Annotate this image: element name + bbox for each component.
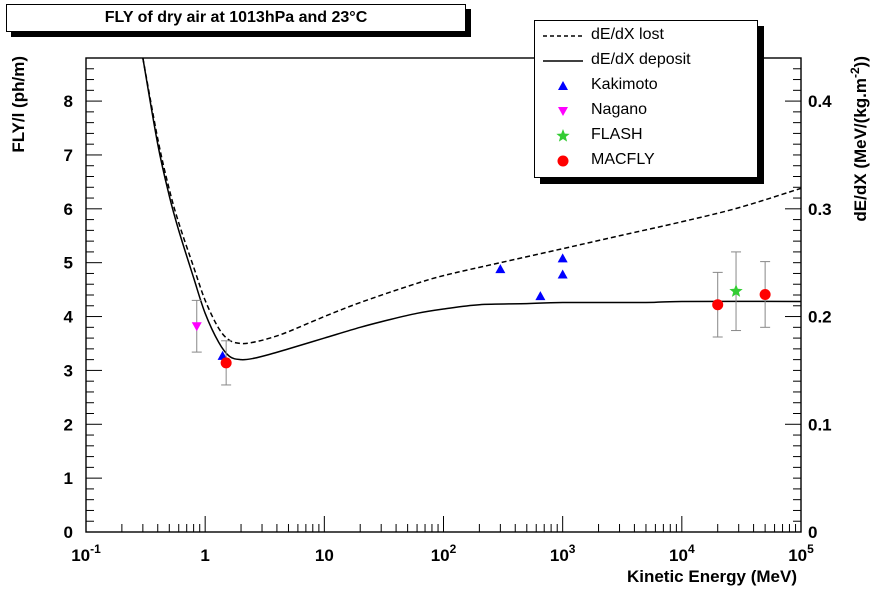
- y-tick-label: 3: [64, 361, 73, 380]
- legend-triangle-down-icon: [558, 107, 568, 116]
- legend-label-deposit: dE/dX deposit: [591, 51, 691, 68]
- legend-solid-line-icon: [543, 60, 583, 62]
- x-tick-label: 103: [550, 542, 576, 565]
- legend-dashed-line-icon: [543, 35, 583, 37]
- x-tick-label: 1: [200, 546, 209, 565]
- x-tick-label: 105: [788, 542, 814, 565]
- markers-layer: [191, 251, 771, 386]
- legend-entry-macfly: MACFLY: [535, 150, 757, 172]
- legend-label-macfly: MACFLY: [591, 151, 655, 168]
- legend-entry-lost: dE/dX lost: [535, 25, 757, 47]
- y-tick-label: 0: [64, 523, 73, 542]
- data-point-flash: [729, 284, 743, 297]
- legend-circle-icon: [557, 155, 569, 167]
- legend-triangle-up-icon: [558, 81, 568, 90]
- legend-entry-kakimoto: Kakimoto: [535, 75, 757, 97]
- chart-title: FLY of dry air at 1013hPa and 23°C: [104, 9, 368, 26]
- x-tick-label: 104: [669, 542, 695, 565]
- y2-tick-label: 0.4: [808, 92, 832, 111]
- legend-entry-deposit: dE/dX deposit: [535, 50, 757, 72]
- series-line-lost: [142, 58, 801, 345]
- legend-star-icon: [556, 129, 570, 142]
- y2-tick-label: 0.2: [808, 308, 832, 327]
- data-point-macfly: [220, 357, 232, 369]
- data-point-macfly: [712, 299, 724, 311]
- data-point-kakimoto: [535, 291, 546, 301]
- data-point-macfly: [759, 288, 771, 300]
- data-point-kakimoto: [557, 269, 568, 279]
- legend: dE/dX lost dE/dX deposit Kakimoto Nagano…: [534, 20, 758, 178]
- y2-axis-label: dE/dX (MeV/(kg.m-2)): [848, 56, 870, 222]
- y-tick-label: 4: [64, 308, 74, 327]
- legend-entry-nagano: Nagano: [535, 100, 757, 122]
- y-tick-label: 6: [64, 200, 73, 219]
- y2-tick-label: 0: [808, 523, 817, 542]
- y2-tick-label: 0.3: [808, 200, 832, 219]
- x-tick-label: 10: [315, 546, 334, 565]
- data-point-nagano: [191, 322, 202, 332]
- legend-entry-flash: FLASH: [535, 125, 757, 147]
- legend-label-kakimoto: Kakimoto: [591, 76, 658, 93]
- legend-label-flash: FLASH: [591, 126, 643, 143]
- data-point-kakimoto: [495, 264, 506, 274]
- chart-title-box: FLY of dry air at 1013hPa and 23°C: [6, 4, 466, 32]
- x-axis-label: Kinetic Energy (MeV): [627, 567, 797, 586]
- legend-label-nagano: Nagano: [591, 101, 648, 118]
- legend-label-lost: dE/dX lost: [591, 26, 664, 43]
- series-line-deposit: [142, 58, 801, 361]
- curves-layer: [142, 58, 801, 361]
- axes-layer: 10-1 1 10 102 103 104 10501234567800.10.20.30.…: [9, 56, 870, 586]
- y-tick-label: 5: [64, 254, 73, 273]
- data-point-kakimoto: [557, 253, 568, 263]
- x-tick-label: 102: [431, 542, 457, 565]
- y-axis-label: FLY/l (ph/m): [9, 56, 28, 153]
- y-tick-label: 1: [64, 469, 73, 488]
- y2-tick-label: 0.1: [808, 415, 832, 434]
- y-tick-label: 2: [64, 415, 73, 434]
- y-tick-label: 8: [64, 92, 73, 111]
- x-tick-label: 10-1: [71, 542, 101, 565]
- y-tick-label: 7: [64, 146, 73, 165]
